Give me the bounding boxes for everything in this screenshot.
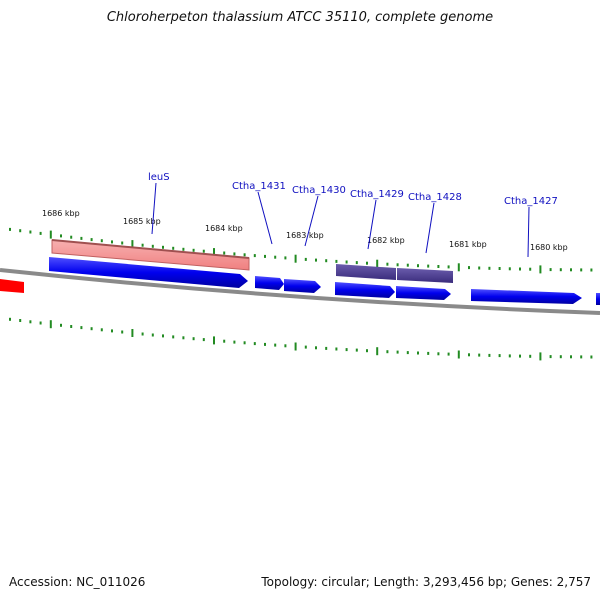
- cds-arrow-1430[interactable]: [284, 279, 321, 293]
- gene-label-ctha-1430[interactable]: Ctha_1430: [292, 185, 346, 196]
- cds-arrow-edge[interactable]: [596, 293, 600, 305]
- cds-arrow-1427[interactable]: [471, 289, 582, 304]
- scale-label-1684: 1684 kbp: [205, 224, 243, 233]
- gene-label-leuS[interactable]: leuS: [148, 172, 170, 183]
- cds-arrow-1431[interactable]: [255, 276, 284, 290]
- scale-label-1681: 1681 kbp: [449, 240, 487, 249]
- genome-title: Chloroherpeton thalassium ATCC 35110, co…: [106, 10, 494, 25]
- scale-label-1686: 1686 kbp: [42, 209, 80, 218]
- operon-feature-1429[interactable]: [336, 264, 396, 280]
- scale-label-1682: 1682 kbp: [367, 236, 405, 245]
- cds-arrow-1428[interactable]: [396, 286, 451, 300]
- genome-summary-text: Topology: circular; Length: 3,293,456 bp…: [261, 575, 591, 589]
- scale-label-1683: 1683 kbp: [286, 231, 324, 240]
- genome-backbone: [0, 268, 600, 315]
- inner-tick-ring: [9, 317, 593, 361]
- gene-label-ctha-1427[interactable]: Ctha_1427: [504, 196, 558, 207]
- gene-label-ctha-1431[interactable]: Ctha_1431: [232, 181, 286, 192]
- gene-label-ctha-1428[interactable]: Ctha_1428: [408, 192, 462, 203]
- operon-feature-1428[interactable]: [397, 268, 453, 283]
- scale-label-1685: 1685 kbp: [123, 217, 161, 226]
- accession-text: Accession: NC_011026: [9, 575, 146, 589]
- highlight-feature[interactable]: [0, 279, 24, 293]
- cds-arrow-leuS[interactable]: [49, 257, 248, 288]
- cds-arrow-1429[interactable]: [335, 282, 395, 298]
- gene-label-ctha-1429[interactable]: Ctha_1429: [350, 189, 404, 200]
- scale-label-1680: 1680 kbp: [530, 243, 568, 252]
- outer-tick-ring: [9, 227, 593, 274]
